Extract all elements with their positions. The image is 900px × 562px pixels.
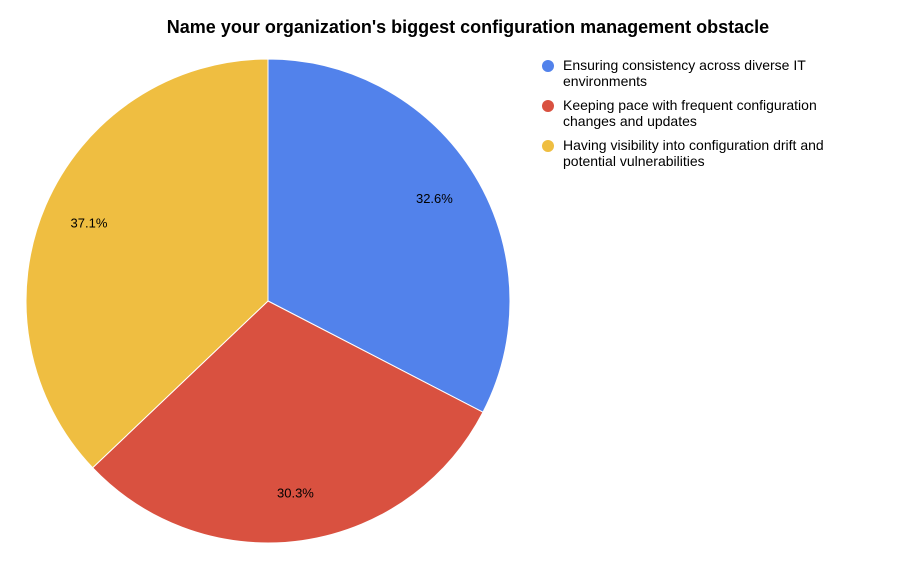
legend-label-line: potential vulnerabilities [563,153,705,169]
slice-label-1: 32.6% [416,191,453,206]
legend-dot-1 [542,60,554,72]
chart-title: Name your organization's biggest configu… [166,17,770,37]
legend-dot-3 [542,140,554,152]
slice-label-3: 37.1% [71,216,108,231]
legend-label-line: environments [563,73,648,89]
legend-label-line: Keeping pace with frequent configuration [563,97,817,113]
legend-item-1: Ensuring consistency across diverse IT en… [540,57,890,89]
legend-label-line: Having visibility into configuration dri… [563,137,824,153]
legend-item-3: Having visibility into configuration dri… [540,137,890,169]
legend: Ensuring consistency across diverse IT en… [540,57,890,177]
legend-label-line: changes and updates [563,113,697,129]
pie-slice-2 [91,300,484,544]
slice-label-2: 30.3% [277,485,314,500]
legend-item-2: Keeping pace with frequent configuration… [540,97,890,129]
legend-dot-2 [542,100,554,112]
pie-slice-3 [25,58,269,469]
pie-slice-1 [267,58,511,413]
legend-label-line: Ensuring consistency across diverse IT [563,57,806,73]
